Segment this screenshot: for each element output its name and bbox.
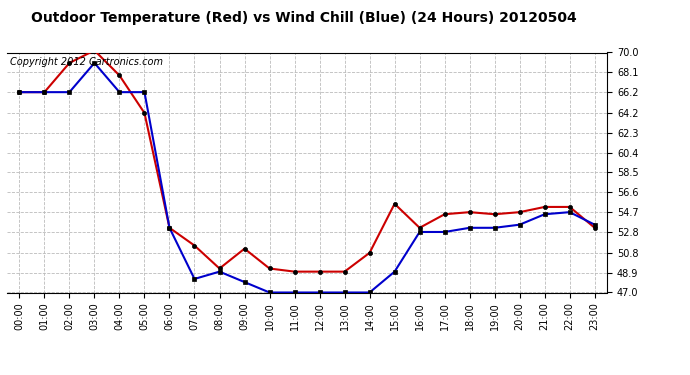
- Text: Outdoor Temperature (Red) vs Wind Chill (Blue) (24 Hours) 20120504: Outdoor Temperature (Red) vs Wind Chill …: [31, 11, 576, 25]
- Text: Copyright 2012 Cartronics.com: Copyright 2012 Cartronics.com: [10, 57, 163, 67]
